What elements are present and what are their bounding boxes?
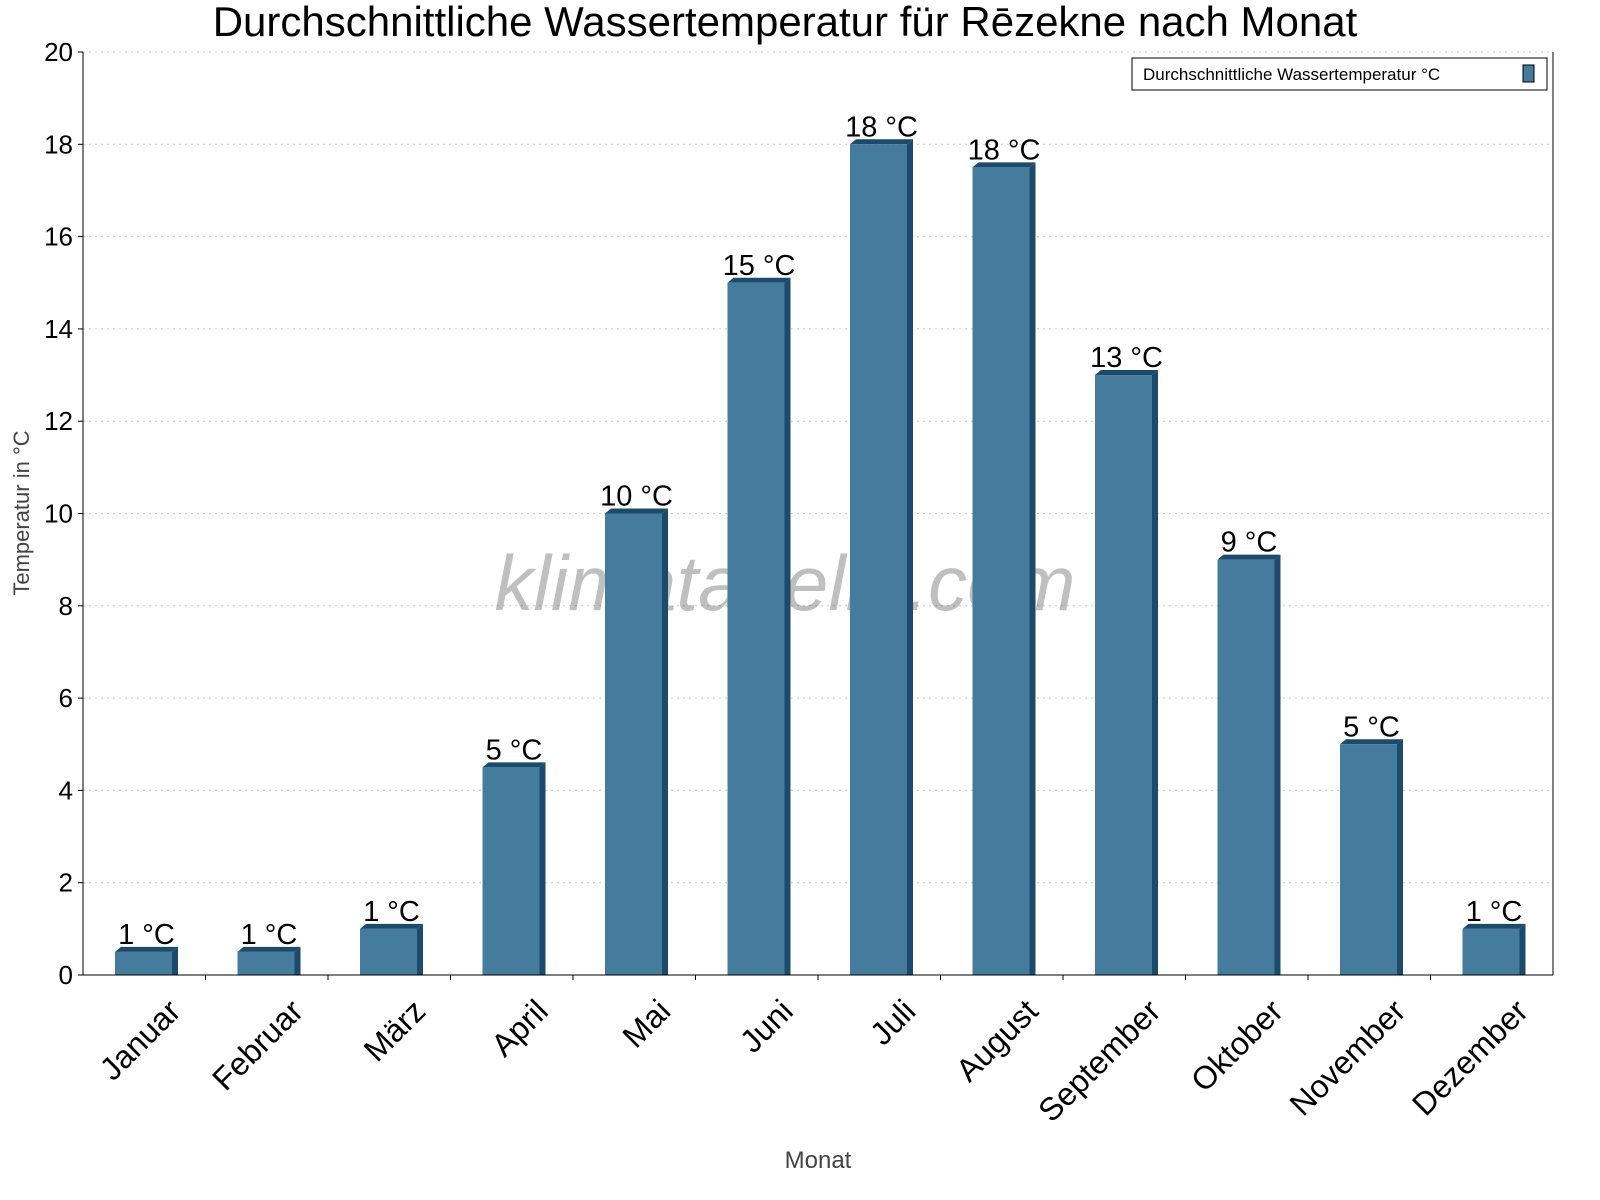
bar <box>972 167 1030 975</box>
x-tick-label: August <box>949 993 1045 1089</box>
bar-side <box>1397 739 1403 975</box>
bar-side <box>417 923 423 975</box>
y-tick-label: 4 <box>59 775 73 805</box>
bar <box>482 767 540 975</box>
bar-top <box>1340 739 1403 745</box>
x-tick-label: März <box>357 993 433 1069</box>
bar-top <box>1462 923 1526 929</box>
bar <box>1217 559 1275 975</box>
bar-side <box>539 762 546 975</box>
bar <box>1340 744 1397 975</box>
y-tick-label: 14 <box>44 314 73 344</box>
bar-top <box>237 946 301 952</box>
y-tick-label: 18 <box>44 129 73 159</box>
data-label: 5 °C <box>486 734 543 766</box>
bar-side <box>784 277 791 975</box>
bar-top <box>482 762 546 768</box>
data-label: 18 °C <box>845 111 918 143</box>
y-tick-label: 0 <box>59 960 73 990</box>
bar <box>237 951 295 975</box>
data-label: 10 °C <box>600 481 673 513</box>
bar-side <box>907 139 913 976</box>
data-label: 15 °C <box>723 250 796 282</box>
bar-top <box>1217 554 1281 560</box>
data-label: 9 °C <box>1221 527 1278 559</box>
x-tick-label: Juli <box>863 993 922 1052</box>
legend-label: Durchschnittliche Wassertemperatur °C <box>1143 65 1440 84</box>
y-tick-label: 6 <box>59 683 73 713</box>
data-label: 1 °C <box>363 896 420 928</box>
y-tick-label: 12 <box>44 406 73 436</box>
data-label: 5 °C <box>1343 711 1400 743</box>
gridlines <box>83 51 1553 884</box>
bar <box>115 951 172 975</box>
y-tick-label: 10 <box>44 499 73 529</box>
bar-top <box>1095 370 1158 376</box>
bar-top <box>115 946 178 952</box>
bar-top <box>972 162 1036 168</box>
y-tick-label: 20 <box>44 37 73 67</box>
x-ticks: Januar Februar März April Mai Juni Juli AugustS… <box>93 975 1535 1129</box>
x-tick-label: November <box>1282 992 1412 1122</box>
bar-side <box>172 946 178 975</box>
bar-side <box>1274 554 1281 975</box>
x-tick-label: April <box>484 993 555 1064</box>
bar-top <box>727 277 791 283</box>
x-tick-label: September <box>1031 992 1167 1128</box>
bar-top <box>850 139 913 145</box>
x-tick-label: Dezember <box>1405 992 1535 1122</box>
bar <box>850 144 907 976</box>
bar <box>605 513 662 975</box>
x-axis-label: Monat <box>785 1147 852 1174</box>
chart-title: Durchschnittliche Wassertemperatur für R… <box>213 0 1358 45</box>
bar <box>1095 375 1152 975</box>
bar-top <box>605 508 668 514</box>
legend-swatch <box>1522 64 1535 83</box>
x-tick-label: Juni <box>733 993 800 1060</box>
y-ticks: 0 2 4 6 8 10 12 14 16 18 20 <box>44 37 83 990</box>
bar <box>727 282 785 975</box>
bar-side <box>1519 923 1526 975</box>
legend: Durchschnittliche Wassertemperatur °C <box>1131 57 1548 91</box>
bar <box>360 928 417 975</box>
bars: 1 °C 1 °C 1 °C 5 °C 10 °C 15 °C 18 °C 18 °C 13 °… <box>115 111 1526 976</box>
data-label: 1 °C <box>241 919 298 951</box>
bar-top <box>360 923 423 929</box>
x-tick-label: Februar <box>205 992 310 1097</box>
data-label: 13 °C <box>1090 342 1163 374</box>
x-tick-label: Oktober <box>1184 992 1290 1098</box>
bar-side <box>1152 370 1158 975</box>
bar-side <box>1029 162 1036 975</box>
data-label: 1 °C <box>118 919 175 951</box>
y-axis-label: Temperatur in °C <box>9 430 34 595</box>
x-tick-label: Januar <box>93 992 188 1087</box>
data-label: 18 °C <box>968 134 1041 166</box>
y-tick-label: 8 <box>59 591 73 621</box>
bar-side <box>294 946 301 975</box>
y-tick-label: 16 <box>44 222 73 252</box>
bar-side <box>662 508 668 975</box>
y-tick-label: 2 <box>59 868 73 898</box>
data-label: 1 °C <box>1466 896 1523 928</box>
bar <box>1462 928 1520 975</box>
x-tick-label: Mai <box>615 993 677 1055</box>
